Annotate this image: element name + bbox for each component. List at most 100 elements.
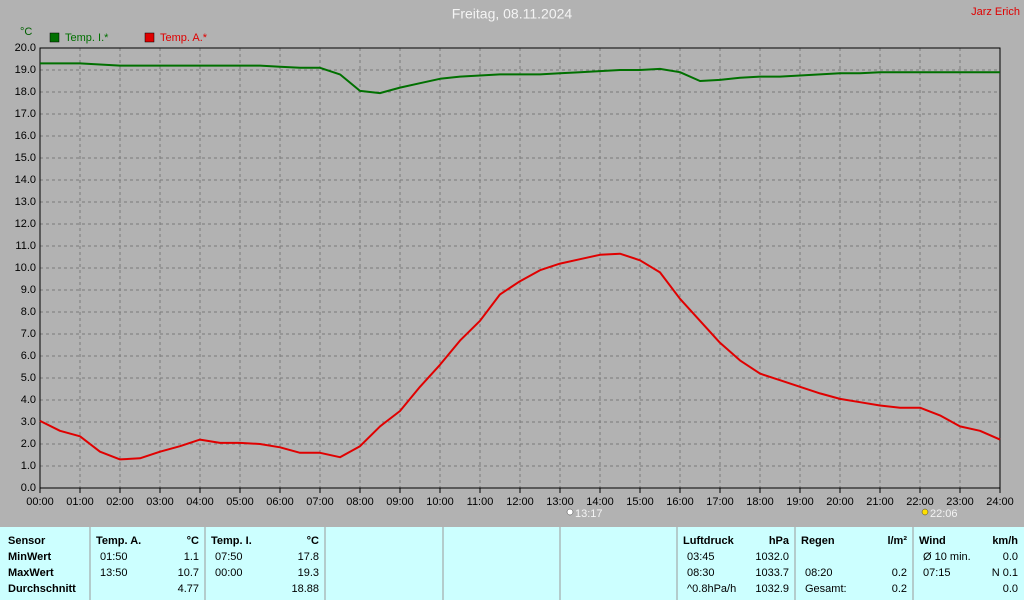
y-tick-label: 4.0	[21, 394, 36, 406]
y-tick-label: 2.0	[21, 438, 36, 450]
sun-icon	[566, 508, 574, 516]
x-tick-label: 16:00	[666, 496, 694, 508]
cell-time: ^0.8hPa/h	[687, 583, 736, 595]
legend-label: Temp. A.*	[160, 32, 208, 44]
column-unit: °C	[307, 535, 319, 547]
x-tick-label: 21:00	[866, 496, 894, 508]
chart-title: Freitag, 08.11.2024	[452, 6, 573, 22]
x-tick-label: 24:00	[986, 496, 1014, 508]
x-tick-label: 05:00	[226, 496, 254, 508]
cell-time: Ø 10 min.	[923, 551, 971, 563]
cell-value: 1032.9	[755, 583, 789, 595]
cell-value: 18.88	[291, 583, 319, 595]
cell-value: 0.2	[892, 583, 907, 595]
y-tick-label: 8.0	[21, 306, 36, 318]
x-tick-label: 00:00	[26, 496, 54, 508]
x-tick-label: 08:00	[346, 496, 374, 508]
cell-time: 03:45	[687, 551, 715, 563]
stats-table: Sensor MinWert MaxWert Durchschnitt Temp. A.…	[8, 527, 1018, 600]
series-line	[40, 62, 1000, 95]
row-label: Durchschnitt	[8, 583, 76, 595]
row-label: MinWert	[8, 551, 52, 563]
x-tick-label: 18:00	[746, 496, 774, 508]
cell-value: 19.3	[298, 567, 319, 579]
x-tick-label: 03:00	[146, 496, 174, 508]
chart-subtitle: Jarz Erich	[971, 6, 1020, 18]
cell-value: 1033.7	[755, 567, 789, 579]
plot: 0.0 1.0 2.0 3.0 4.0 5.0 6.0 7.0 8.0 9.0 10.0 11.0 12…	[15, 32, 1014, 520]
row-label: MaxWert	[8, 567, 54, 579]
sun-icon	[921, 508, 929, 516]
x-tick-label: 02:00	[106, 496, 134, 508]
column-header: Luftdruck	[683, 535, 735, 547]
x-tick-label: 01:00	[66, 496, 94, 508]
cell-time: 08:20	[805, 567, 833, 579]
annotation: 13:17	[575, 508, 603, 520]
column-unit: °C	[187, 535, 199, 547]
column-unit: l/m²	[887, 535, 907, 547]
cell-value: 1.1	[184, 551, 199, 563]
y-tick-label: 3.0	[21, 416, 36, 428]
cell-value: N 0.1	[992, 567, 1018, 579]
cell-value: 0.0	[1003, 551, 1018, 563]
y-tick-label: 12.0	[15, 218, 36, 230]
cell-time: 00:00	[215, 567, 243, 579]
annotation: 22:06	[930, 508, 958, 520]
x-tick-label: 06:00	[266, 496, 294, 508]
column-header: Regen	[801, 535, 835, 547]
x-tick-label: 15:00	[626, 496, 654, 508]
table-background	[0, 527, 1024, 600]
cell-value: 0.0	[1003, 583, 1018, 595]
y-tick-label: 19.0	[15, 64, 36, 76]
y-tick-label: 11.0	[15, 240, 36, 252]
y-tick-label: 18.0	[15, 86, 36, 98]
x-tick-label: 12:00	[506, 496, 534, 508]
cell-value: 10.7	[178, 567, 199, 579]
cell-time: 07:15	[923, 567, 951, 579]
y-tick-label: 20.0	[15, 42, 36, 54]
x-tick-label: 09:00	[386, 496, 414, 508]
y-tick-label: 16.0	[15, 130, 36, 142]
cell-time: 08:30	[687, 567, 715, 579]
y-tick-label: 5.0	[21, 372, 36, 384]
cell-time: 07:50	[215, 551, 243, 563]
x-tick-label: 04:00	[186, 496, 214, 508]
y-tick-label: 14.0	[15, 174, 36, 186]
x-tick-label: 13:00	[546, 496, 574, 508]
y-tick-label: 1.0	[21, 460, 36, 472]
cell-value: 0.2	[892, 567, 907, 579]
x-tick-label: 23:00	[946, 496, 974, 508]
chart-background	[0, 0, 1024, 527]
y-tick-label: 9.0	[21, 284, 36, 296]
legend-label: Temp. I.*	[65, 32, 109, 44]
x-tick-label: 10:00	[426, 496, 454, 508]
x-tick-label: 20:00	[826, 496, 854, 508]
y-tick-label: 15.0	[15, 152, 36, 164]
legend-swatch	[49, 32, 60, 43]
column-unit: hPa	[769, 535, 790, 547]
y-tick-label: 0.0	[21, 482, 36, 494]
legend-swatch	[144, 32, 155, 43]
x-tick-label: 07:00	[306, 496, 334, 508]
cell-value: 1032.0	[755, 551, 789, 563]
plot-border	[39, 47, 1001, 489]
row-label: Sensor	[8, 535, 46, 547]
column-header: Wind	[919, 535, 946, 547]
column-header: Temp. A.	[96, 535, 141, 547]
y-tick-label: 7.0	[21, 328, 36, 340]
x-tick-label: 17:00	[706, 496, 734, 508]
cell-time: 13:50	[100, 567, 128, 579]
cell-value: 4.77	[178, 583, 199, 595]
x-tick-label: 11:00	[467, 496, 494, 508]
column-header: Temp. I.	[211, 535, 252, 547]
y-tick-label: 13.0	[15, 196, 36, 208]
x-tick-label: 14:00	[586, 496, 614, 508]
cell-time: Gesamt:	[805, 583, 847, 595]
y-tick-label: 6.0	[21, 350, 36, 362]
y-label: °C	[20, 26, 32, 38]
cell-time: 01:50	[100, 551, 128, 563]
y-tick-label: 10.0	[15, 262, 36, 274]
column-unit: km/h	[992, 535, 1018, 547]
y-tick-label: 17.0	[15, 108, 36, 120]
